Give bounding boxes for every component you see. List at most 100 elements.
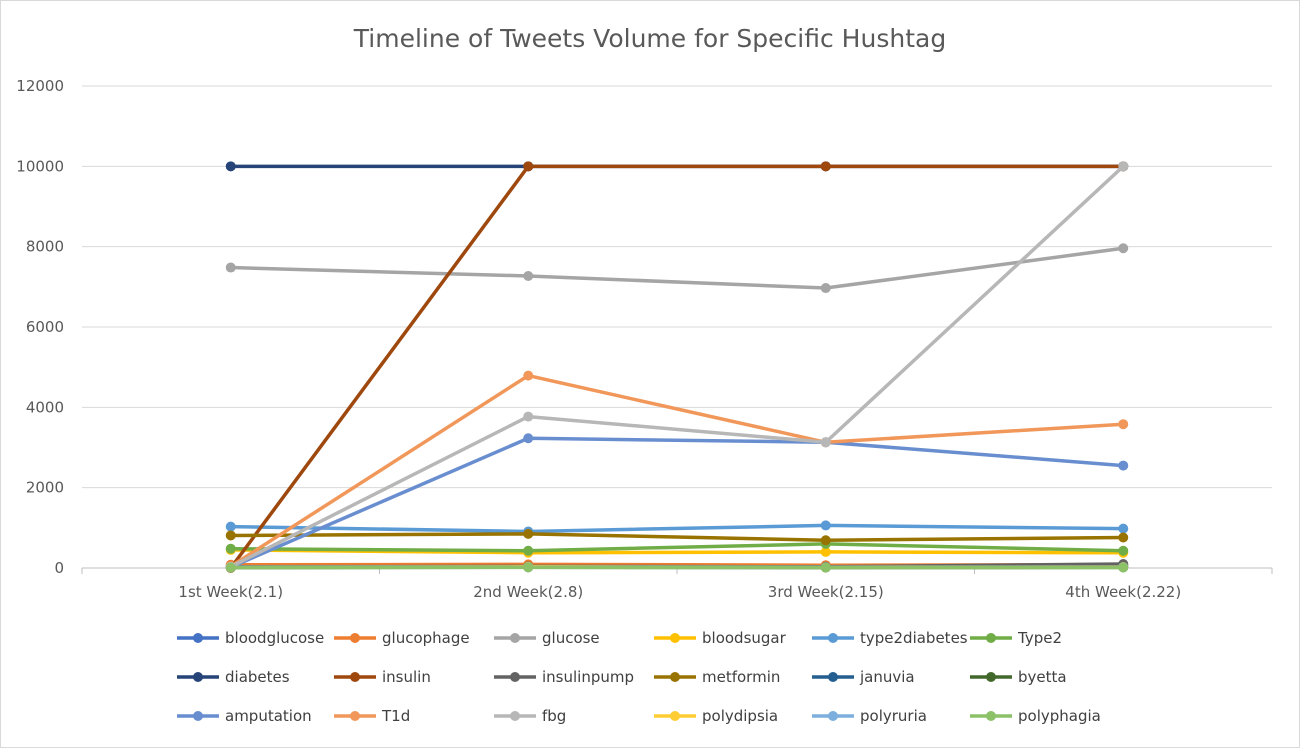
legend-item: T1d	[334, 707, 410, 725]
series-line	[229, 165, 1125, 569]
data-point	[820, 161, 831, 172]
legend-label: byetta	[1018, 668, 1067, 686]
data-point	[1118, 460, 1129, 471]
legend-marker	[350, 633, 360, 643]
legend-label: Type2	[1017, 629, 1062, 647]
legend-item: metformin	[654, 668, 780, 686]
legend-marker	[828, 672, 838, 682]
data-point	[225, 562, 236, 573]
y-tick-label: 4000	[26, 398, 64, 416]
legend-label: fbg	[542, 707, 566, 725]
series-metformin	[225, 528, 1129, 546]
y-tick-label: 0	[54, 559, 64, 577]
legend-marker	[350, 711, 360, 721]
legend-marker	[193, 672, 203, 682]
legend-marker	[828, 633, 838, 643]
legend-label: polyphagia	[1018, 707, 1101, 725]
legend-item: polyruria	[812, 707, 927, 725]
data-point	[1118, 243, 1129, 254]
data-point	[523, 528, 534, 539]
legend-marker	[193, 711, 203, 721]
legend-marker	[350, 672, 360, 682]
x-tick-label: 4th Week(2.22)	[1065, 583, 1181, 601]
legend-item: insulin	[334, 668, 431, 686]
y-tick-label: 6000	[26, 318, 64, 336]
data-point	[523, 370, 534, 381]
legend-marker	[986, 633, 996, 643]
legend-label: polyruria	[860, 707, 927, 725]
data-point	[523, 545, 534, 556]
series-line	[229, 373, 1124, 568]
legend-label: insulinpump	[542, 668, 634, 686]
legend-label: glucophage	[382, 629, 470, 647]
legend-label: glucose	[542, 629, 600, 647]
data-point	[225, 530, 236, 541]
legend-label: diabetes	[225, 668, 290, 686]
data-point	[1118, 532, 1129, 543]
chart-title: Timeline of Tweets Volume for Specific H…	[353, 24, 947, 53]
series-group	[225, 161, 1129, 573]
series-line	[230, 542, 1124, 553]
gridlines	[82, 85, 1272, 569]
data-point	[523, 270, 534, 281]
series-line	[230, 523, 1124, 534]
legend-item: diabetes	[177, 668, 290, 686]
legend-item: glucophage	[334, 629, 470, 647]
data-point	[820, 546, 831, 557]
legend-marker	[670, 711, 680, 721]
legend-marker	[670, 672, 680, 682]
x-axis-ticks: 1st Week(2.1) 2nd Week(2.8) 3rd Week(2.15)…	[81, 568, 1273, 601]
series-t1d	[225, 370, 1129, 572]
series-type2	[225, 538, 1129, 556]
legend-item: type2diabetes	[812, 629, 968, 647]
data-point	[523, 161, 534, 172]
y-tick-label: 8000	[26, 238, 64, 256]
legend-item: fbg	[494, 707, 566, 725]
series-line	[230, 436, 1124, 569]
legend-item: amputation	[177, 707, 312, 725]
legend-item: polydipsia	[654, 707, 778, 725]
data-point	[523, 562, 534, 573]
data-point	[1118, 545, 1129, 556]
data-point	[820, 437, 831, 448]
legend-label: amputation	[225, 707, 312, 725]
legend-label: polydipsia	[702, 707, 778, 725]
y-tick-label: 10000	[16, 157, 64, 175]
legend-label: type2diabetes	[860, 629, 968, 647]
legend-item: januvia	[812, 668, 915, 686]
data-point	[225, 521, 236, 532]
data-point	[225, 262, 236, 273]
y-axis-ticks: 0 2000 4000 6000 8000 10000 12000	[16, 77, 64, 577]
legend-item: bloodglucose	[177, 629, 324, 647]
data-point	[523, 411, 534, 422]
legend-marker	[986, 672, 996, 682]
legend-marker	[510, 633, 520, 643]
legend-marker	[193, 633, 203, 643]
series-fbg	[225, 161, 1129, 572]
legend-marker	[510, 672, 520, 682]
x-tick-label: 2nd Week(2.8)	[473, 583, 583, 601]
legend: bloodglucose glucophage glucose bloodsugar t…	[177, 629, 1101, 725]
legend-label: januvia	[859, 668, 915, 686]
x-tick-label: 1st Week(2.1)	[178, 583, 283, 601]
legend-label: insulin	[382, 668, 431, 686]
series-line	[229, 164, 1124, 570]
legend-marker	[670, 633, 680, 643]
data-point	[523, 433, 534, 444]
y-tick-label: 2000	[26, 479, 64, 497]
legend-marker	[828, 711, 838, 721]
legend-item: byetta	[970, 668, 1067, 686]
legend-item: glucose	[494, 629, 600, 647]
legend-label: bloodglucose	[225, 629, 324, 647]
series-line	[230, 246, 1124, 290]
legend-item: Type2	[970, 629, 1062, 647]
data-point	[1118, 562, 1129, 573]
data-point	[820, 535, 831, 546]
legend-item: polyphagia	[970, 707, 1101, 725]
series-polyphagia	[225, 562, 1129, 573]
data-point	[225, 161, 236, 172]
legend-marker	[510, 711, 520, 721]
legend-item: insulinpump	[494, 668, 634, 686]
